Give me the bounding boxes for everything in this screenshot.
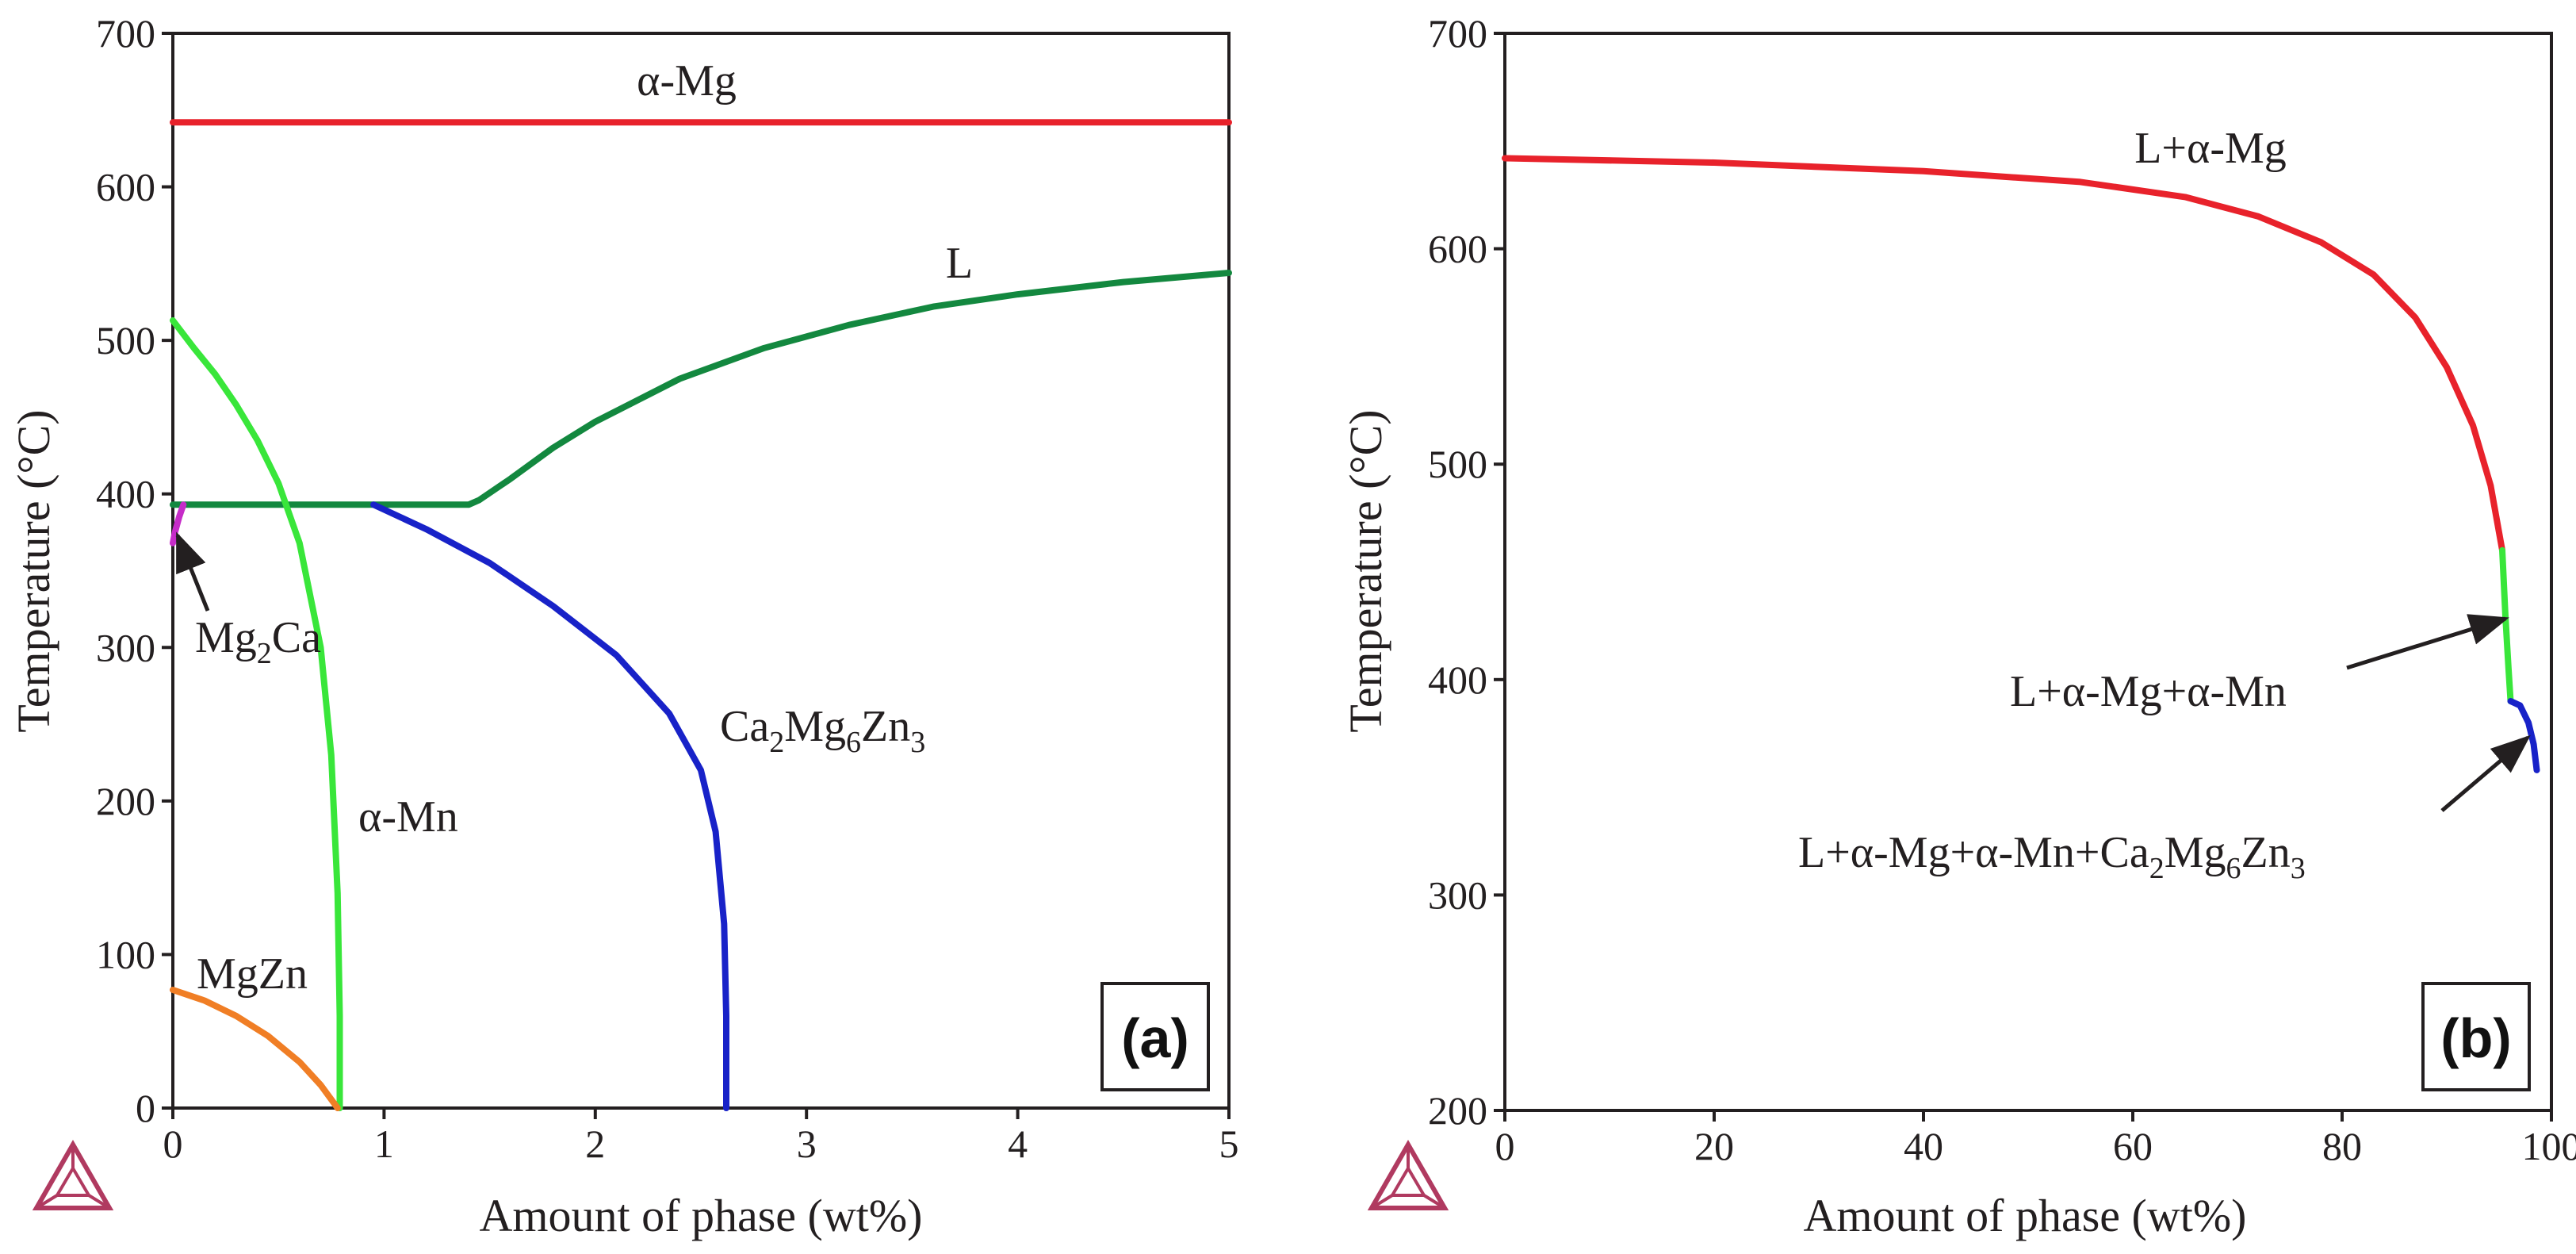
label-l-alpha-mg: L+α-Mg bbox=[2134, 124, 2287, 173]
label-mg2ca-sub: 2 bbox=[257, 637, 272, 670]
label-b-blue-main: L+α-Mg+α-Mn+Ca bbox=[1798, 828, 2149, 877]
x-tick-label-a-0: 0 bbox=[163, 1122, 183, 1166]
series-line-a-3 bbox=[370, 501, 729, 1111]
y-tick-label-a-6: 600 bbox=[96, 165, 155, 209]
y-tick-label-b-0: 200 bbox=[1428, 1088, 1487, 1133]
label-alpha-mg: α-Mg bbox=[637, 56, 737, 105]
y-tick-label-b-3: 500 bbox=[1428, 442, 1487, 486]
label-b-blue-sub3: 3 bbox=[2291, 852, 2306, 885]
series-line-a-4 bbox=[170, 501, 187, 546]
chart-b: 0 20 40 60 80 100 200 300 400 500 600 700 Temperatu… bbox=[1340, 11, 2576, 1241]
plot-frame-b bbox=[1503, 32, 2553, 1112]
label-liquid: L bbox=[946, 239, 973, 288]
label-b-blue-sub1: 2 bbox=[2149, 852, 2165, 885]
x-tick-label-a-3: 3 bbox=[797, 1122, 817, 1166]
tick-group-a: 0 1 2 3 4 5 0 100 200 300 400 500 600 700 bbox=[96, 11, 1239, 1166]
panel-label-b: (b) bbox=[2440, 1007, 2511, 1069]
series-line-b-2 bbox=[2507, 698, 2540, 773]
series-line-a-2 bbox=[170, 317, 343, 1111]
y-tick-label-a-7: 700 bbox=[96, 11, 155, 56]
series-line-b-0 bbox=[1502, 155, 2505, 554]
series-line-b-1 bbox=[2499, 546, 2514, 704]
label-ca2mg6zn3-sub1: 2 bbox=[769, 726, 784, 759]
label-b-blue-mg: Mg bbox=[2165, 828, 2226, 877]
tick-group-b: 0 20 40 60 80 100 200 300 400 500 600 700 bbox=[1428, 11, 2576, 1168]
panel-label-box-a bbox=[1100, 982, 1210, 1091]
x-tick-label-b-5: 100 bbox=[2522, 1124, 2576, 1168]
x-tick-label-a-5: 5 bbox=[1219, 1122, 1239, 1166]
label-l-alpha-mg-alpha-mn: L+α-Mg+α-Mn bbox=[2010, 667, 2287, 716]
label-ca2mg6zn3-ca: Ca bbox=[720, 702, 769, 751]
label-ca2mg6zn3-sub3: 3 bbox=[910, 726, 925, 759]
y-tick-label-a-2: 200 bbox=[96, 779, 155, 823]
x-tick-label-a-1: 1 bbox=[374, 1122, 394, 1166]
arrow-ca2mg6zn3 bbox=[2440, 734, 2531, 812]
plot-frame-a bbox=[171, 32, 1231, 1110]
y-axis-label-a: Temperature (°C) bbox=[8, 409, 59, 732]
y-tick-label-a-3: 300 bbox=[96, 625, 155, 669]
series-group-a bbox=[170, 119, 1232, 1111]
series-line-a-1 bbox=[170, 270, 1232, 508]
label-alpha-mn: α-Mn bbox=[358, 792, 458, 842]
label-ca2mg6zn3: Ca2Mg6Zn3 bbox=[720, 702, 925, 759]
y-tick-label-a-1: 100 bbox=[96, 932, 155, 976]
label-b-blue-sub2: 6 bbox=[2226, 852, 2241, 885]
label-ca2mg6zn3-sub2: 6 bbox=[846, 726, 861, 759]
y-tick-label-a-0: 0 bbox=[136, 1086, 155, 1130]
label-l-alpha-mg-alpha-mn-ca2mg6zn3: L+α-Mg+α-Mn+Ca2Mg6Zn3 bbox=[1798, 828, 2306, 885]
x-tick-label-b-2: 40 bbox=[1904, 1124, 1943, 1168]
x-tick-label-a-2: 2 bbox=[585, 1122, 605, 1166]
y-tick-label-a-4: 400 bbox=[96, 472, 155, 516]
x-axis-label-b: Amount of phase (wt%) bbox=[1804, 1190, 2247, 1241]
x-axis-label-a: Amount of phase (wt%) bbox=[480, 1190, 923, 1241]
label-ca2mg6zn3-zn: Zn bbox=[861, 702, 910, 751]
panel-label-a: (a) bbox=[1121, 1007, 1189, 1069]
chart-a: 0 1 2 3 4 5 0 100 200 300 400 500 600 700 Temperature… bbox=[8, 11, 1239, 1241]
y-tick-label-b-2: 400 bbox=[1428, 658, 1487, 702]
thermo-calc-logo-a bbox=[32, 1139, 114, 1210]
label-mg2ca-mg: Mg bbox=[195, 613, 257, 662]
series-line-a-5 bbox=[170, 987, 341, 1111]
label-mg2ca: Mg2Ca bbox=[195, 613, 321, 670]
x-tick-label-b-4: 80 bbox=[2322, 1124, 2362, 1168]
arrow-alpha-mn bbox=[2346, 614, 2509, 670]
label-mgzn: MgZn bbox=[197, 949, 308, 999]
label-b-blue-zn: Zn bbox=[2241, 828, 2291, 877]
arrow-mg2ca bbox=[175, 531, 210, 612]
x-tick-label-a-4: 4 bbox=[1008, 1122, 1028, 1166]
y-axis-label-b: Temperature (°C) bbox=[1340, 409, 1391, 732]
y-tick-label-a-5: 500 bbox=[96, 318, 155, 362]
y-tick-label-b-5: 700 bbox=[1428, 11, 1487, 56]
panel-label-box-b bbox=[2421, 982, 2531, 1091]
x-tick-label-b-1: 20 bbox=[1694, 1124, 1734, 1168]
y-tick-label-b-4: 600 bbox=[1428, 227, 1487, 271]
x-tick-label-b-0: 0 bbox=[1495, 1124, 1515, 1168]
x-tick-label-b-3: 60 bbox=[2113, 1124, 2153, 1168]
label-ca2mg6zn3-mg: Mg bbox=[784, 702, 846, 751]
y-tick-label-b-1: 300 bbox=[1428, 872, 1487, 917]
label-mg2ca-ca: Ca bbox=[272, 613, 321, 662]
thermo-calc-logo-b bbox=[1367, 1139, 1449, 1210]
